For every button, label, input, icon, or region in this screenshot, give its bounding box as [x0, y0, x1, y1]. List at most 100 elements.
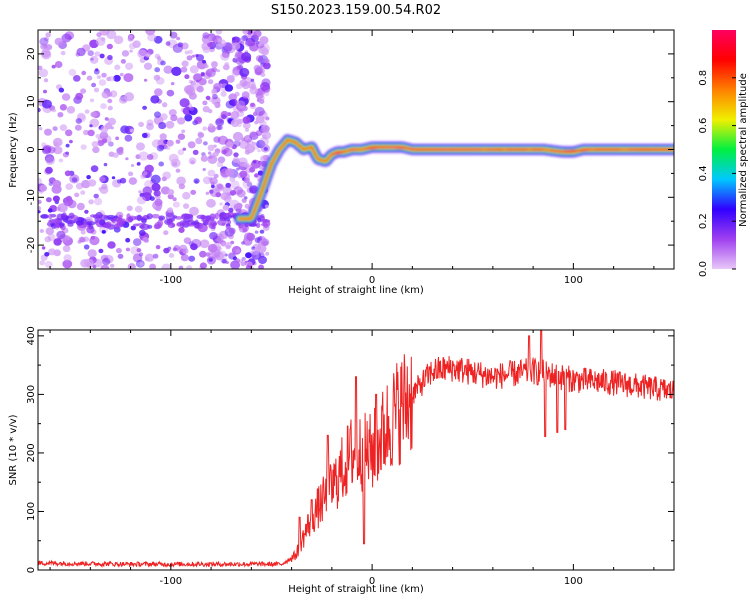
noise-blob — [155, 245, 161, 250]
noise-blob — [255, 41, 260, 45]
noise-blob — [113, 35, 124, 45]
noise-blob — [61, 33, 72, 43]
noise-blob — [95, 36, 106, 46]
noise-blob — [38, 68, 49, 78]
noise-blob — [142, 186, 153, 196]
noise-blob — [90, 235, 95, 240]
noise-blob — [207, 144, 215, 151]
noise-blob — [123, 73, 134, 83]
noise-blob — [136, 214, 142, 222]
noise-blob — [162, 102, 168, 108]
noise-blob — [76, 220, 83, 226]
noise-blob — [134, 205, 143, 213]
noise-blob — [181, 42, 189, 50]
ridge-peak — [550, 149, 562, 153]
noise-blob — [125, 237, 131, 243]
noise-blob — [88, 224, 94, 230]
ridge-peak — [387, 146, 408, 150]
noise-blob — [224, 84, 234, 92]
noise-blob — [230, 111, 240, 120]
noise-blob — [224, 62, 230, 67]
noise-blob — [226, 75, 235, 83]
noise-blob — [136, 196, 147, 205]
noise-blob — [232, 156, 240, 163]
noise-blob — [41, 246, 46, 250]
ridge-peak — [404, 146, 417, 151]
noise-blob — [167, 207, 174, 213]
noise-blob — [107, 98, 113, 104]
noise-blob — [38, 177, 43, 185]
x-tick-label: 100 — [564, 275, 583, 286]
noise-blob — [257, 94, 265, 102]
noise-blob — [40, 214, 49, 219]
noise-blob — [84, 209, 89, 214]
noise-blob — [204, 64, 209, 69]
noise-blob — [172, 201, 180, 208]
noise-blob — [169, 31, 178, 39]
noise-blob — [256, 66, 263, 73]
noise-blob — [58, 158, 64, 163]
noise-blob — [53, 137, 63, 147]
noise-blob — [106, 214, 116, 220]
noise-blob — [100, 125, 109, 133]
colorbar-label: Normalized spectral amplitude — [738, 73, 749, 227]
noise-blob — [107, 117, 117, 126]
noise-blob — [241, 256, 246, 261]
noise-blob — [236, 100, 246, 109]
noise-blob — [101, 30, 107, 36]
noise-blob — [128, 34, 133, 39]
noise-blob — [104, 117, 109, 121]
noise-blob — [84, 109, 90, 114]
noise-blob — [190, 160, 195, 165]
noise-blob — [181, 129, 186, 134]
noise-blob — [212, 94, 218, 100]
noise-blob — [143, 62, 153, 70]
noise-blob — [241, 91, 250, 99]
noise-blob — [57, 203, 68, 213]
noise-blob — [48, 248, 56, 256]
noise-blob — [260, 72, 266, 78]
noise-blob — [192, 120, 198, 126]
noise-blob — [128, 43, 136, 50]
noise-blob — [81, 179, 91, 189]
noise-blob — [231, 42, 241, 51]
noise-blob — [51, 108, 57, 113]
noise-blob — [213, 83, 222, 91]
noise-blob — [179, 244, 188, 252]
noise-blob — [154, 67, 161, 73]
noise-blob — [259, 36, 269, 45]
noise-blob — [184, 74, 190, 80]
noise-blob — [207, 151, 212, 155]
noise-blob — [109, 263, 115, 268]
noise-blob — [213, 173, 219, 179]
noise-blob — [108, 141, 114, 147]
noise-blob — [239, 229, 243, 233]
noise-blob — [92, 264, 97, 269]
noise-blob — [255, 222, 261, 228]
noise-blob — [196, 54, 204, 62]
noise-blob — [63, 254, 72, 262]
noise-blob — [108, 75, 115, 82]
noise-blob — [245, 128, 249, 132]
colorbar-tick-label: 0.2 — [698, 213, 709, 229]
noise-blob — [241, 241, 245, 245]
noise-blob — [137, 49, 148, 59]
noise-blob — [206, 198, 216, 208]
noise-blob — [44, 236, 52, 243]
noise-blob — [208, 155, 213, 160]
noise-blob — [95, 68, 99, 72]
noise-blob — [220, 52, 230, 61]
noise-blob — [261, 124, 270, 133]
noise-blob — [177, 149, 185, 156]
noise-blob — [209, 177, 218, 185]
noise-blob — [87, 129, 95, 137]
noise-blob — [202, 126, 208, 131]
noise-blob — [263, 146, 268, 151]
noise-blob — [217, 219, 227, 226]
noise-blob — [216, 184, 223, 190]
noise-blob — [93, 87, 100, 93]
noise-blob — [38, 107, 41, 113]
noise-blob — [106, 76, 112, 82]
noise-blob — [229, 176, 236, 182]
noise-blob — [39, 37, 49, 46]
